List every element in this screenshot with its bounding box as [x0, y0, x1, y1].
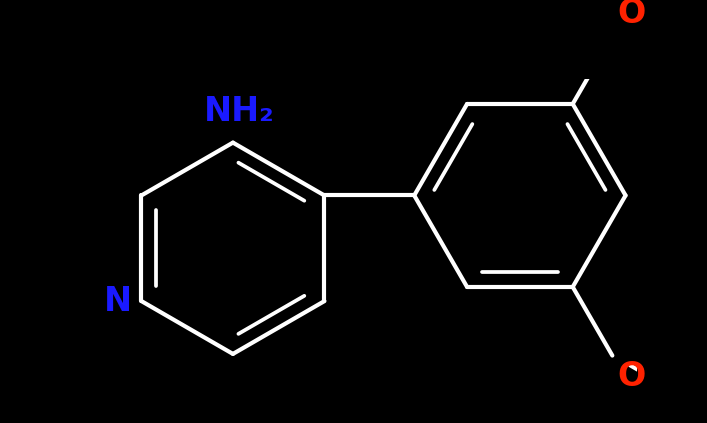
- Text: N: N: [103, 285, 132, 318]
- Text: O: O: [617, 0, 645, 30]
- Text: NH₂: NH₂: [204, 95, 275, 128]
- Text: O: O: [617, 360, 645, 393]
